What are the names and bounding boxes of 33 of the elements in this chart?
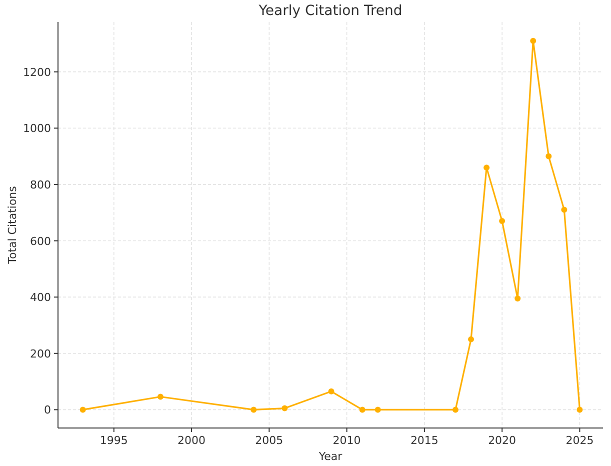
y-axis-title: Total Citations (6, 186, 19, 265)
x-tick-label: 2020 (488, 434, 516, 447)
point (576, 406, 583, 413)
y-tick-label: 0 (44, 404, 51, 417)
x-tick-label: 1995 (100, 434, 128, 447)
point (157, 394, 164, 400)
point (514, 295, 521, 302)
x-tick-label: 2005 (255, 434, 284, 447)
y-tick-label: 600 (30, 234, 51, 248)
y-tick-label: 1200 (23, 66, 51, 79)
point (374, 406, 381, 413)
y-tick-label: 200 (30, 347, 51, 360)
point (499, 218, 506, 224)
point (452, 406, 458, 413)
x-tick-label: 2010 (332, 434, 361, 447)
point (530, 38, 536, 44)
y-tick-label: 400 (30, 291, 51, 304)
point (546, 153, 552, 160)
x-tick-label: 2000 (178, 434, 206, 447)
point (468, 336, 474, 342)
point (359, 406, 366, 413)
y-tick-label: 1000 (23, 122, 51, 136)
point (80, 406, 86, 413)
y-tick-label: 800 (30, 178, 51, 192)
point (250, 406, 257, 413)
point (561, 206, 568, 213)
x-tick-label: 2015 (410, 434, 438, 447)
chart-title: Yearly Citation Trend (258, 3, 402, 19)
point (282, 405, 288, 412)
x-tick-label: 2025 (566, 434, 594, 447)
point (484, 164, 490, 171)
point (328, 388, 334, 394)
x-axis-title: Year (318, 450, 343, 463)
